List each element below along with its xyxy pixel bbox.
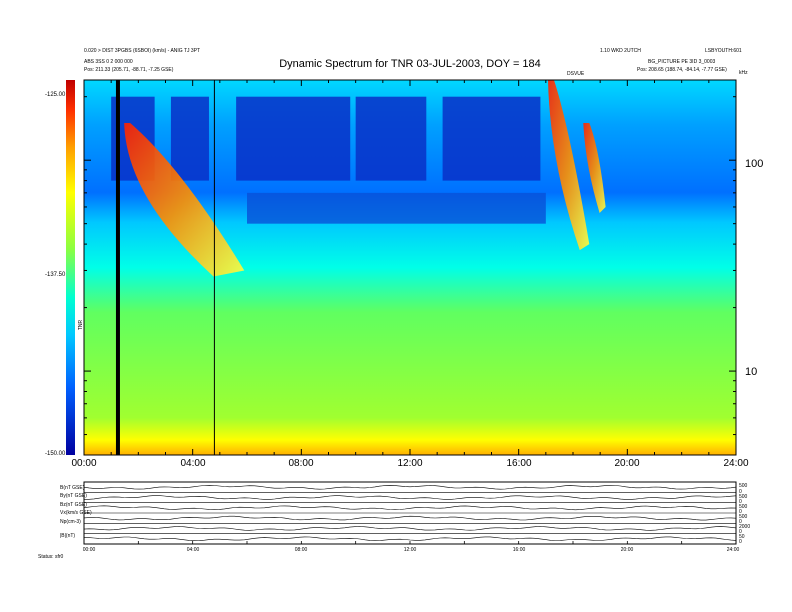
x-tick-label: 04:00 <box>180 458 206 469</box>
lower-trace <box>83 515 737 521</box>
lower-series-label: B(nT GSE) <box>60 485 85 491</box>
lower-right-tick: 0 <box>739 529 742 535</box>
header-line3-left: Pos: 211.33 (205.71, -88.71, -7.25 GSE) <box>84 67 174 73</box>
lower-right-tick: 500 <box>739 494 748 500</box>
lower-trace <box>83 484 737 490</box>
dark-band-patch <box>247 192 546 224</box>
header-line3-right: Pos: 208.65 (188.74, -84.14, -7.77 GSE) <box>637 67 727 73</box>
y-tick-label: 100 <box>745 158 764 170</box>
colorbar-tick-bottom: -150.00 <box>45 451 66 457</box>
lower-right-tick: 0 <box>739 519 742 525</box>
header-line2-right: BG_PICTURE PE 3ID 3_0003 <box>648 59 716 65</box>
colorbar-tick-top: -125.00 <box>45 92 66 98</box>
dark-band-patch <box>170 96 209 181</box>
header-line1-left: 0.020 > DIST 3PGBS (6SBOI) (km/s) - ANIG… <box>84 48 201 54</box>
x-tick-label: 08:00 <box>288 458 314 469</box>
lower-right-tick: 0 <box>739 499 742 505</box>
lower-right-tick: 50 <box>739 534 745 540</box>
lower-trace <box>83 536 737 542</box>
x-tick-label: 12:00 <box>397 458 423 469</box>
burst-mark <box>583 123 606 213</box>
x-tick-label: 24:00 <box>723 458 749 469</box>
lower-right-tick: 2000 <box>739 524 751 530</box>
lower-right-tick: 0 <box>739 509 742 515</box>
y-tick-marks <box>84 96 736 436</box>
lower-right-tick: 500 <box>739 514 748 520</box>
header-line1-right: 1.10 WKD 2UTCH <box>600 48 641 54</box>
colorbar-tick-mid: -137.50 <box>45 272 66 278</box>
lower-x-tick-label: 12:00 <box>403 547 417 553</box>
chart-title: Dynamic Spectrum for TNR 03-JUL-2003, DO… <box>279 58 541 70</box>
lower-series-label: Np(cm-3) <box>60 519 81 525</box>
lower-series-label: Vx(km/s GSE) <box>60 510 92 516</box>
lower-right-tick: 0 <box>739 539 742 545</box>
x-tick-label: 00:00 <box>71 458 97 469</box>
lower-right-tick: 500 <box>739 504 748 510</box>
lower-x-tick-label: 00:00 <box>82 547 96 553</box>
dark-band-patch <box>355 96 427 181</box>
dark-band-patch <box>236 96 351 181</box>
y-tick-label: 10 <box>745 366 758 378</box>
header-line1-far-right: LSBYOUTH:601 <box>705 48 742 54</box>
event-marker-label: DSVUE <box>567 71 585 77</box>
colorbar <box>66 80 75 455</box>
lower-x-tick-label: 08:00 <box>294 547 308 553</box>
lower-x-tick-label: 24:00 <box>726 547 740 553</box>
x-tick-marks <box>83 80 737 455</box>
burst-mark <box>547 80 590 251</box>
lower-series-label: Bz(nT GSE) <box>60 502 87 508</box>
gap-layer <box>115 80 215 455</box>
header-line2-left: ABS 3SS 0 2 000 000 <box>84 59 133 65</box>
lower-right-tick: 500 <box>739 483 748 489</box>
lower-right-tick: 0 <box>739 489 742 495</box>
lower-x-tick-label: 20:00 <box>620 547 634 553</box>
dark-blue-band <box>111 96 546 224</box>
x-tick-label: 16:00 <box>506 458 532 469</box>
lower-x-tick-label: 16:00 <box>512 547 526 553</box>
lower-series-label: By(nT GSE) <box>60 493 87 499</box>
x-tick-label: 20:00 <box>614 458 640 469</box>
lower-trace <box>84 495 737 500</box>
lower-trace <box>83 526 737 531</box>
lower-panel-lines <box>83 484 737 544</box>
lower-trace <box>83 505 737 511</box>
y-axis-unit: kHz <box>739 70 748 76</box>
dark-band-patch <box>442 96 541 181</box>
lower-x-tick-label: 04:00 <box>186 547 200 553</box>
lower-series-label: |B|(nT) <box>60 533 76 539</box>
status-label: Status: sfr0 <box>38 554 64 560</box>
